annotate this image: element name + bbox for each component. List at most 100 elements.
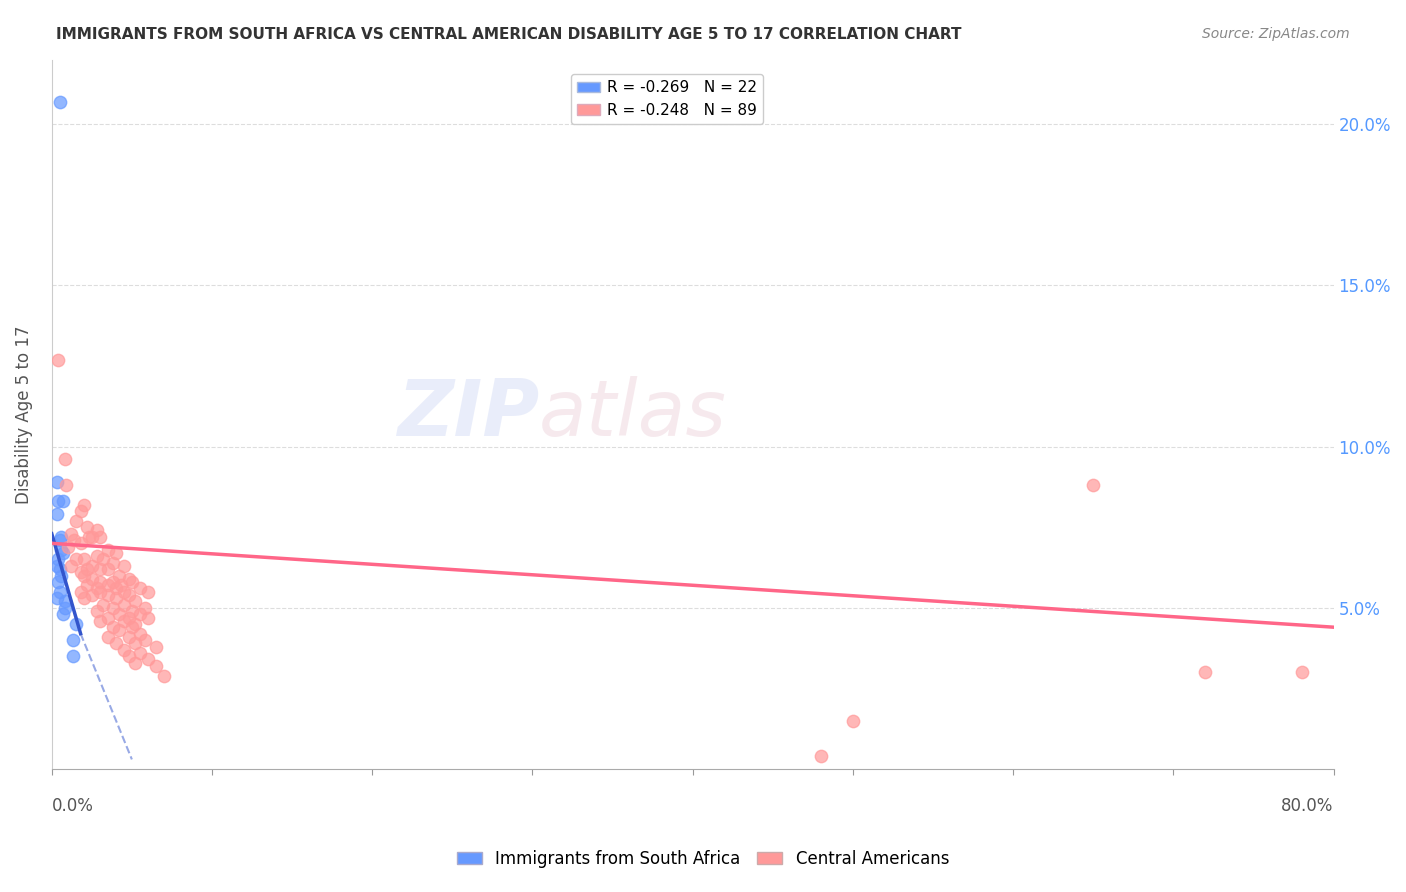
Point [104, 636, 127, 650]
Point [104, 582, 127, 596]
Point [89, 614, 111, 628]
Point [49, 562, 72, 576]
Point [45, 508, 67, 522]
Point [97, 562, 120, 576]
Point [51, 542, 73, 557]
Point [121, 620, 143, 634]
Point [86, 549, 108, 564]
Point [1194, 665, 1216, 680]
Point [80, 558, 103, 573]
Point [65, 514, 87, 528]
Point [118, 649, 141, 664]
Point [104, 546, 127, 560]
Text: ZIP: ZIP [396, 376, 538, 452]
Point [136, 652, 159, 666]
Point [89, 530, 111, 544]
Point [89, 562, 111, 576]
Point [76, 562, 98, 576]
Point [124, 617, 146, 632]
Point [101, 620, 124, 634]
Point [46, 552, 69, 566]
Point [112, 558, 135, 573]
Point [128, 582, 150, 596]
Point [73, 568, 96, 582]
Point [46, 575, 69, 590]
Point [110, 578, 132, 592]
Point [121, 604, 143, 618]
Point [97, 542, 120, 557]
Point [842, 714, 865, 728]
Point [49, 95, 72, 109]
Point [46, 494, 69, 508]
Point [101, 575, 124, 590]
Point [76, 520, 98, 534]
Point [124, 636, 146, 650]
Point [128, 626, 150, 640]
Point [86, 524, 108, 538]
Point [59, 526, 82, 541]
Point [1291, 665, 1313, 680]
Point [51, 530, 73, 544]
Point [51, 568, 73, 582]
Point [97, 578, 120, 592]
Point [73, 591, 96, 606]
Point [145, 640, 167, 654]
Point [91, 552, 114, 566]
Point [80, 572, 103, 586]
Point [56, 540, 79, 554]
Point [112, 598, 135, 612]
Point [65, 552, 87, 566]
Point [86, 582, 108, 596]
Point [112, 642, 135, 657]
Point [69, 536, 91, 550]
Point [145, 659, 167, 673]
Point [108, 624, 131, 638]
Legend: Immigrants from South Africa, Central Americans: Immigrants from South Africa, Central Am… [450, 844, 956, 875]
Point [89, 575, 111, 590]
Point [52, 494, 75, 508]
Point [49, 584, 72, 599]
Point [124, 656, 146, 670]
Point [118, 630, 141, 644]
Y-axis label: Disability Age 5 to 17: Disability Age 5 to 17 [15, 325, 32, 504]
Point [53, 600, 76, 615]
Legend: R = -0.269   N = 22, R = -0.248   N = 89: R = -0.269 N = 22, R = -0.248 N = 89 [571, 74, 763, 124]
Point [69, 566, 91, 580]
Point [89, 584, 111, 599]
Point [69, 504, 91, 518]
Point [112, 584, 135, 599]
Point [118, 572, 141, 586]
Point [153, 668, 176, 682]
Point [112, 614, 135, 628]
Point [124, 594, 146, 608]
Point [69, 584, 91, 599]
Point [55, 478, 77, 492]
Point [101, 556, 124, 570]
Point [45, 591, 67, 606]
Point [128, 607, 150, 622]
Point [118, 588, 141, 602]
Point [104, 591, 127, 606]
Point [134, 633, 156, 648]
Point [80, 588, 103, 602]
Point [136, 610, 159, 624]
Point [59, 558, 82, 573]
Point [52, 546, 75, 560]
Point [65, 617, 87, 632]
Point [62, 649, 84, 664]
Point [134, 600, 156, 615]
Point [97, 630, 120, 644]
Point [97, 588, 120, 602]
Point [118, 610, 141, 624]
Point [810, 749, 832, 764]
Point [80, 530, 103, 544]
Point [1083, 478, 1105, 492]
Point [101, 600, 124, 615]
Point [76, 578, 98, 592]
Point [73, 552, 96, 566]
Point [53, 594, 76, 608]
Point [49, 533, 72, 548]
Text: 0.0%: 0.0% [52, 797, 94, 815]
Point [46, 352, 69, 367]
Point [128, 646, 150, 660]
